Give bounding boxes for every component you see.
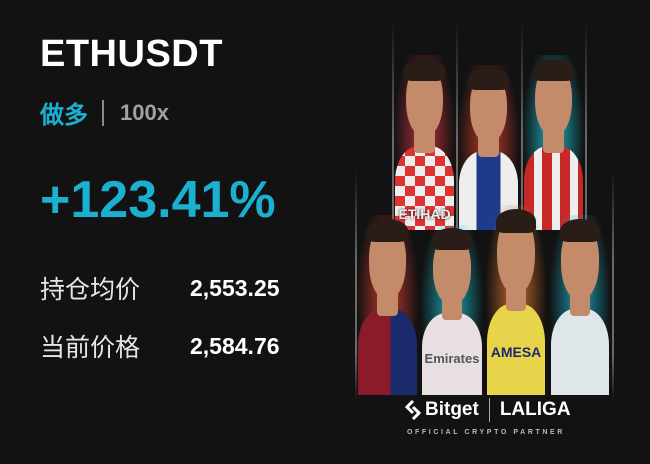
brand-lockup: Bitget LALIGA bbox=[404, 398, 571, 422]
symbol-title: ETHUSDT bbox=[40, 33, 223, 75]
divider-line bbox=[612, 170, 614, 400]
player-photo bbox=[522, 55, 585, 230]
current-price-value: 2,584.76 bbox=[190, 332, 280, 359]
leverage-label: 100x bbox=[120, 99, 169, 125]
player-photo: ETIHAD bbox=[393, 55, 456, 230]
partner-tagline: OFFICIAL CRYPTO PARTNER bbox=[407, 429, 565, 436]
divider bbox=[102, 99, 104, 126]
player-photo: Emirates bbox=[420, 225, 484, 395]
position-side-row: 做多 100x bbox=[40, 95, 169, 130]
pnl-percent: +123.41% bbox=[40, 171, 276, 229]
jersey-sponsor-text: Emirates bbox=[424, 350, 480, 366]
entry-price-value: 2,553.25 bbox=[190, 274, 280, 301]
player-photo bbox=[549, 215, 611, 395]
current-price-label: 当前价格 bbox=[40, 333, 141, 362]
divider-line bbox=[585, 20, 587, 320]
current-price-row: 当前价格 2,584.76 bbox=[40, 328, 280, 364]
player-photo bbox=[356, 215, 419, 395]
bitget-brand: Bitget bbox=[425, 399, 479, 420]
player-photo: AMESA bbox=[485, 205, 547, 395]
entry-price-row: 持仓均价 2,553.25 bbox=[40, 270, 280, 306]
laliga-brand: LALIGA bbox=[499, 399, 571, 420]
jersey-sponsor-text: AMESA bbox=[490, 343, 542, 360]
divider bbox=[488, 398, 490, 422]
side-label: 做多 bbox=[40, 101, 88, 129]
entry-price-label: 持仓均价 bbox=[40, 275, 141, 304]
bitget-logo-icon bbox=[404, 400, 422, 420]
